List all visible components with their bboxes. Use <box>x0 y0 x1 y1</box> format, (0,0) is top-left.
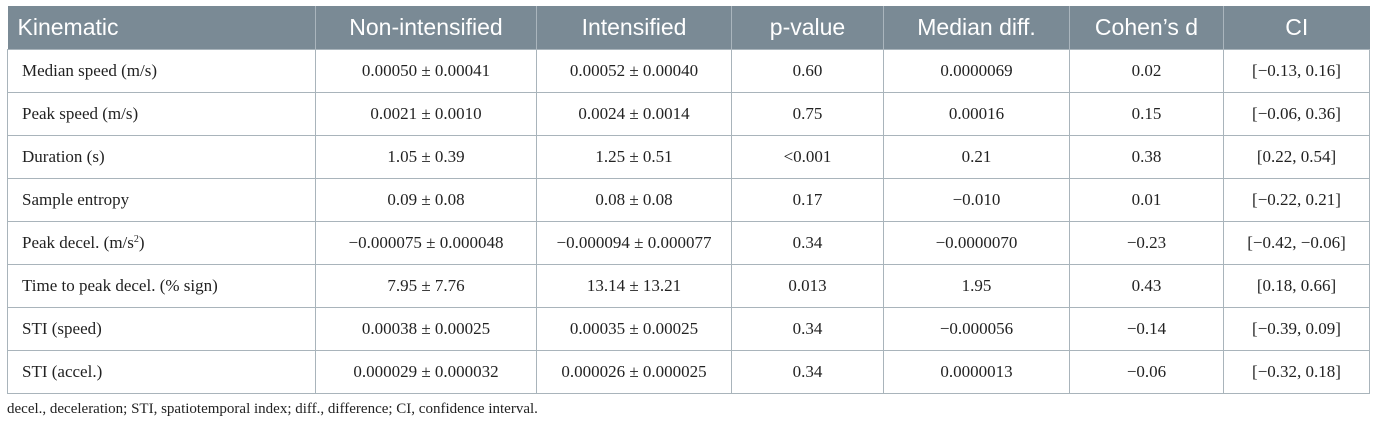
header-cohens-d: Cohen’s d <box>1069 6 1224 50</box>
cell-non-intensified: 0.00050 ± 0.00041 <box>315 49 537 93</box>
cell-kinematic: Sample entropy <box>7 178 316 222</box>
cell-non-intensified: 0.09 ± 0.08 <box>315 178 537 222</box>
cell-median-diff: −0.010 <box>883 178 1070 222</box>
cell-non-intensified: 0.0021 ± 0.0010 <box>315 92 537 136</box>
cell-p-value: 0.013 <box>731 264 884 308</box>
cell-cohens-d: −0.23 <box>1069 221 1224 265</box>
cell-cohens-d: −0.14 <box>1069 307 1224 351</box>
cell-ci: [−0.39, 0.09] <box>1223 307 1370 351</box>
cell-p-value: 0.34 <box>731 350 884 394</box>
cell-intensified: 0.000026 ± 0.000025 <box>536 350 732 394</box>
cell-kinematic: Duration (s) <box>7 135 316 179</box>
kinematic-label: Peak speed (m/s) <box>22 104 139 123</box>
cell-ci: [0.18, 0.66] <box>1223 264 1370 308</box>
header-median-diff: Median diff. <box>883 6 1070 50</box>
cell-intensified: 0.00052 ± 0.00040 <box>536 49 732 93</box>
table-footnote: decel., deceleration; STI, spatiotempora… <box>7 401 538 417</box>
kinematic-label: Sample entropy <box>22 190 130 209</box>
header-ci: CI <box>1223 6 1370 50</box>
header-intensified: Intensified <box>536 6 732 50</box>
cell-p-value: <0.001 <box>731 135 884 179</box>
kinematic-label: Median speed (m/s) <box>22 61 158 80</box>
kinematic-label: STI (accel.) <box>22 362 103 381</box>
cell-intensified: 0.00035 ± 0.00025 <box>536 307 732 351</box>
cell-kinematic: STI (speed) <box>7 307 316 351</box>
cell-p-value: 0.60 <box>731 49 884 93</box>
cell-p-value: 0.17 <box>731 178 884 222</box>
cell-p-value: 0.34 <box>731 307 884 351</box>
cell-intensified: 0.0024 ± 0.0014 <box>536 92 732 136</box>
cell-non-intensified: 0.000029 ± 0.000032 <box>315 350 537 394</box>
cell-cohens-d: 0.15 <box>1069 92 1224 136</box>
cell-kinematic: Time to peak decel. (% sign) <box>7 264 316 308</box>
cell-non-intensified: −0.000075 ± 0.000048 <box>315 221 537 265</box>
header-row: Kinematic Non-intensified Intensified p-… <box>7 6 1370 50</box>
header-non-intensified: Non-intensified <box>315 6 537 50</box>
cell-cohens-d: 0.01 <box>1069 178 1224 222</box>
table-row: STI (speed) 0.00038 ± 0.00025 0.00035 ± 0.… <box>7 307 1370 351</box>
cell-kinematic: Peak decel. (m/s2) <box>7 221 316 265</box>
cell-ci: [−0.13, 0.16] <box>1223 49 1370 93</box>
cell-ci: [−0.42, −0.06] <box>1223 221 1370 265</box>
cell-non-intensified: 7.95 ± 7.76 <box>315 264 537 308</box>
table-row: STI (accel.) 0.000029 ± 0.000032 0.000026 … <box>7 350 1370 394</box>
cell-ci: [0.22, 0.54] <box>1223 135 1370 179</box>
kinematics-table: Kinematic Non-intensified Intensified p-… <box>7 6 1370 394</box>
cell-non-intensified: 1.05 ± 0.39 <box>315 135 537 179</box>
cell-median-diff: 1.95 <box>883 264 1070 308</box>
cell-intensified: −0.000094 ± 0.000077 <box>536 221 732 265</box>
table-row: Median speed (m/s) 0.00050 ± 0.00041 0.000… <box>7 49 1370 93</box>
header-p-value: p-value <box>731 6 884 50</box>
kinematic-label: Peak decel. (m/s <box>22 233 134 252</box>
cell-median-diff: 0.0000069 <box>883 49 1070 93</box>
cell-median-diff: −0.000056 <box>883 307 1070 351</box>
cell-p-value: 0.75 <box>731 92 884 136</box>
cell-non-intensified: 0.00038 ± 0.00025 <box>315 307 537 351</box>
cell-cohens-d: 0.38 <box>1069 135 1224 179</box>
table-row: Peak speed (m/s) 0.0021 ± 0.0010 0.0024 ± … <box>7 92 1370 136</box>
header-kinematic: Kinematic <box>7 6 316 50</box>
table-row: Duration (s) 1.05 ± 0.39 1.25 ± 0.51 <0.001… <box>7 135 1370 179</box>
kinematic-label: STI (speed) <box>22 319 102 338</box>
cell-ci: [−0.06, 0.36] <box>1223 92 1370 136</box>
kinematic-label-suffix: ) <box>138 233 145 252</box>
kinematic-label-superscript: 2 <box>133 234 139 245</box>
cell-cohens-d: −0.06 <box>1069 350 1224 394</box>
cell-intensified: 1.25 ± 0.51 <box>536 135 732 179</box>
cell-intensified: 0.08 ± 0.08 <box>536 178 732 222</box>
table-container: Kinematic Non-intensified Intensified p-… <box>7 6 1370 394</box>
cell-median-diff: 0.00016 <box>883 92 1070 136</box>
cell-cohens-d: 0.02 <box>1069 49 1224 93</box>
cell-kinematic: STI (accel.) <box>7 350 316 394</box>
cell-ci: [−0.22, 0.21] <box>1223 178 1370 222</box>
cell-kinematic: Median speed (m/s) <box>7 49 316 93</box>
cell-ci: [−0.32, 0.18] <box>1223 350 1370 394</box>
cell-median-diff: 0.0000013 <box>883 350 1070 394</box>
cell-intensified: 13.14 ± 13.21 <box>536 264 732 308</box>
cell-p-value: 0.34 <box>731 221 884 265</box>
cell-cohens-d: 0.43 <box>1069 264 1224 308</box>
table-row: Peak decel. (m/s2) −0.000075 ± 0.000048 −0… <box>7 221 1370 265</box>
cell-kinematic: Peak speed (m/s) <box>7 92 316 136</box>
cell-median-diff: 0.21 <box>883 135 1070 179</box>
table-row: Time to peak decel. (% sign) 7.95 ± 7.76 1… <box>7 264 1370 308</box>
cell-median-diff: −0.0000070 <box>883 221 1070 265</box>
table-row: Sample entropy 0.09 ± 0.08 0.08 ± 0.08 0.17… <box>7 178 1370 222</box>
kinematic-label: Time to peak decel. (% sign) <box>22 276 218 295</box>
kinematic-label: Duration (s) <box>22 147 105 166</box>
